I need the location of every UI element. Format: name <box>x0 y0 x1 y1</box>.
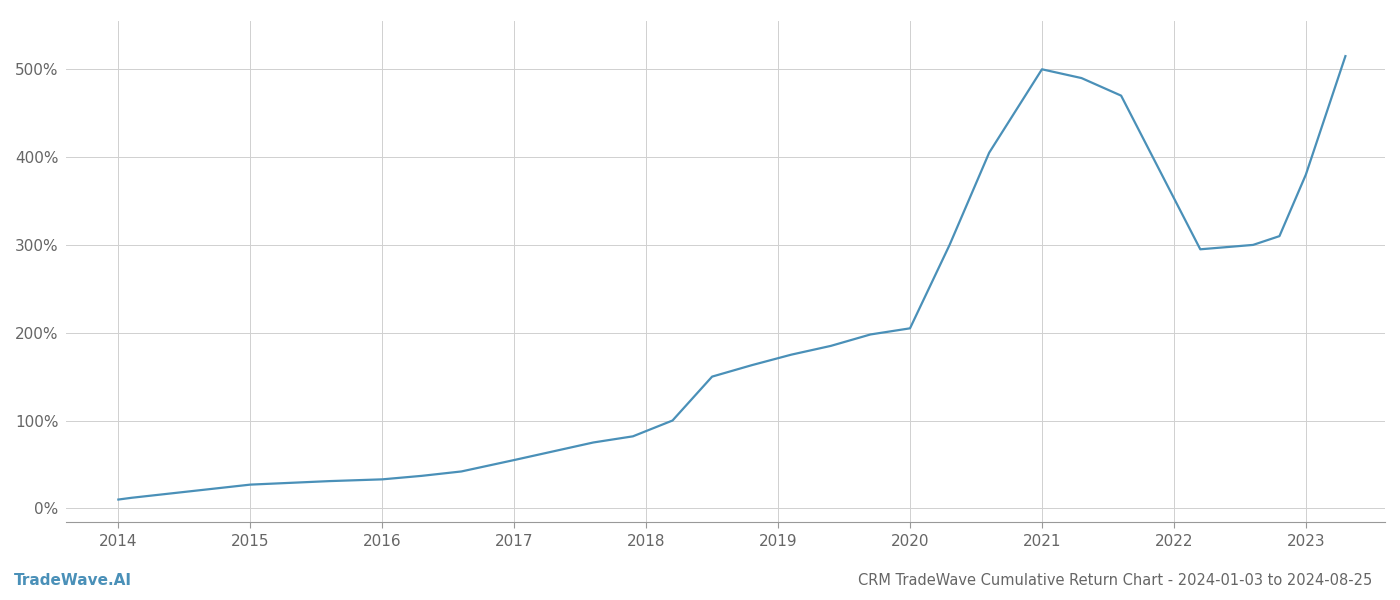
Text: TradeWave.AI: TradeWave.AI <box>14 573 132 588</box>
Text: CRM TradeWave Cumulative Return Chart - 2024-01-03 to 2024-08-25: CRM TradeWave Cumulative Return Chart - … <box>858 573 1372 588</box>
